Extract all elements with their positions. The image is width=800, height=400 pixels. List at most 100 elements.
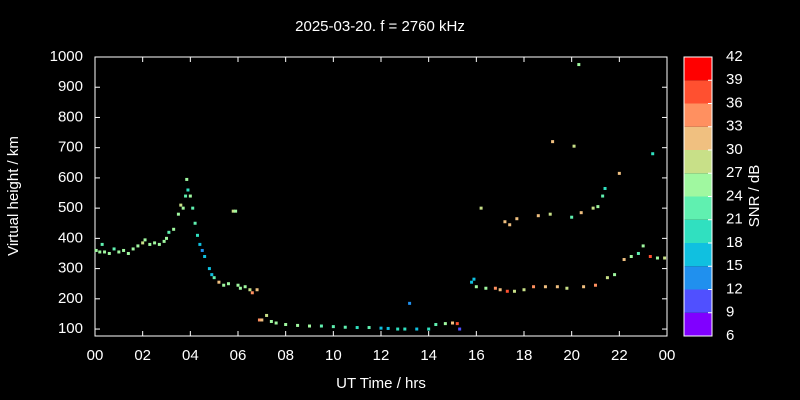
point bbox=[663, 256, 667, 260]
point bbox=[655, 256, 659, 260]
colorbar-tick-label: 18 bbox=[726, 234, 743, 251]
point bbox=[260, 318, 264, 322]
point bbox=[94, 248, 98, 252]
point bbox=[117, 250, 121, 254]
point bbox=[100, 242, 104, 246]
x-tick-label: 04 bbox=[182, 347, 199, 364]
point bbox=[269, 319, 273, 323]
point bbox=[470, 280, 474, 284]
colorbar-tick-label: 36 bbox=[726, 94, 743, 111]
point bbox=[207, 267, 211, 271]
colorbar-segment bbox=[684, 80, 712, 104]
point bbox=[176, 212, 180, 216]
colorbar-segment bbox=[684, 196, 712, 220]
point bbox=[274, 321, 278, 325]
point bbox=[243, 285, 247, 289]
y-tick-label: 300 bbox=[58, 260, 83, 277]
point bbox=[386, 326, 390, 330]
x-axis-label: UT Time / hrs bbox=[336, 375, 426, 392]
point bbox=[143, 238, 147, 242]
point bbox=[203, 255, 207, 259]
point bbox=[367, 326, 371, 330]
colorbar-tick-label: 6 bbox=[726, 327, 734, 344]
point bbox=[236, 283, 240, 287]
point bbox=[577, 63, 581, 67]
point bbox=[543, 285, 547, 289]
point bbox=[415, 327, 419, 331]
colorbar-tick-label: 39 bbox=[726, 71, 743, 88]
point bbox=[594, 283, 597, 287]
point bbox=[165, 236, 168, 240]
colorbar-tick-label: 42 bbox=[726, 48, 743, 65]
point bbox=[617, 171, 621, 175]
chart-title: 2025-03-20. f = 2760 kHz bbox=[295, 18, 465, 35]
point bbox=[210, 273, 214, 277]
point bbox=[641, 244, 645, 248]
y-tick-label: 1000 bbox=[50, 48, 83, 65]
point bbox=[98, 250, 102, 254]
point bbox=[503, 220, 507, 224]
x-tick-label: 06 bbox=[230, 347, 247, 364]
colorbar-segment bbox=[684, 312, 712, 336]
y-tick-label: 200 bbox=[58, 290, 83, 307]
point bbox=[479, 206, 483, 210]
point bbox=[153, 241, 157, 245]
point bbox=[195, 233, 199, 237]
colorbar-label: SNR / dB bbox=[746, 165, 763, 228]
point bbox=[605, 276, 609, 280]
point bbox=[455, 322, 459, 326]
point bbox=[451, 321, 454, 325]
point bbox=[319, 324, 323, 328]
point bbox=[427, 327, 431, 331]
point bbox=[126, 251, 130, 255]
point bbox=[474, 285, 478, 289]
point bbox=[200, 248, 204, 252]
point bbox=[555, 285, 559, 289]
point bbox=[198, 242, 202, 246]
x-tick-label: 10 bbox=[325, 347, 342, 364]
colorbar-segment bbox=[684, 150, 712, 174]
point bbox=[548, 212, 552, 216]
point bbox=[443, 322, 447, 326]
colorbar-tick-label: 9 bbox=[726, 304, 734, 321]
point bbox=[122, 248, 126, 252]
point bbox=[622, 258, 626, 262]
point bbox=[596, 205, 600, 209]
point bbox=[157, 242, 161, 246]
point bbox=[265, 313, 269, 317]
point bbox=[248, 288, 252, 292]
colorbar-segment bbox=[684, 266, 712, 290]
point bbox=[179, 203, 183, 207]
point bbox=[601, 194, 605, 198]
point bbox=[217, 280, 221, 284]
point bbox=[536, 214, 540, 218]
point bbox=[255, 288, 259, 292]
point bbox=[648, 255, 652, 259]
point bbox=[250, 291, 254, 295]
point bbox=[379, 326, 383, 330]
x-tick-label: 22 bbox=[611, 347, 628, 364]
point bbox=[636, 251, 640, 255]
point bbox=[484, 286, 488, 290]
colorbar-tick-label: 33 bbox=[726, 118, 743, 135]
point bbox=[296, 323, 300, 327]
colorbar-tick-label: 12 bbox=[726, 280, 743, 297]
point bbox=[403, 327, 407, 331]
point bbox=[458, 327, 462, 331]
x-tick-label: 16 bbox=[468, 347, 485, 364]
point bbox=[472, 277, 476, 281]
point bbox=[582, 285, 586, 289]
colorbar-segment bbox=[684, 289, 712, 313]
point bbox=[522, 288, 526, 292]
point bbox=[570, 215, 574, 219]
point bbox=[498, 288, 502, 292]
point bbox=[396, 327, 400, 331]
point bbox=[141, 241, 145, 245]
point bbox=[191, 206, 195, 210]
point bbox=[184, 194, 188, 198]
point bbox=[603, 186, 607, 190]
x-tick-label: 20 bbox=[563, 347, 580, 364]
point bbox=[532, 285, 536, 289]
point bbox=[186, 188, 190, 192]
point bbox=[136, 244, 140, 248]
